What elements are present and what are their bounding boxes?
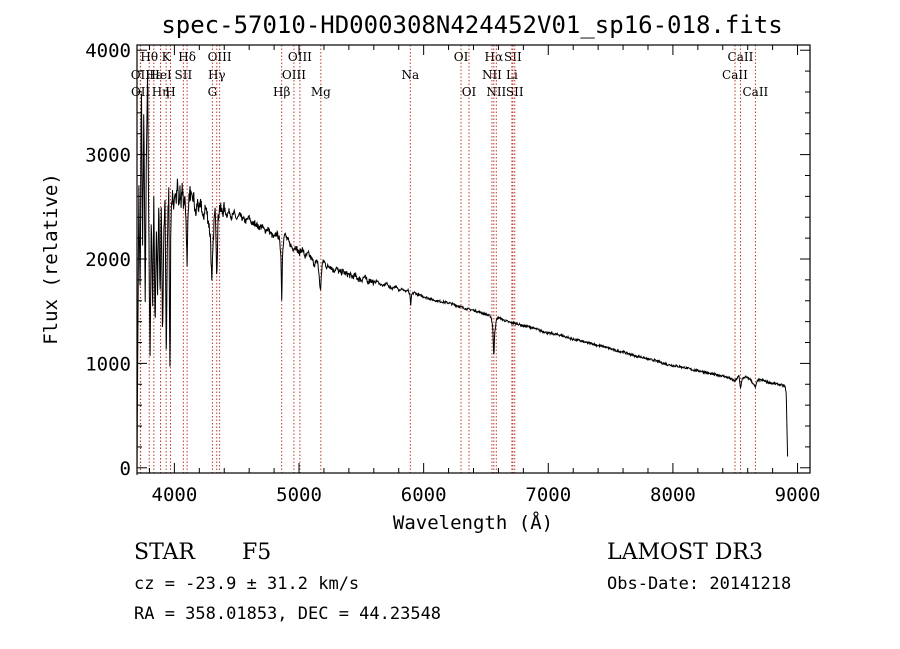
line-label-27: CaII xyxy=(722,68,748,82)
survey-name: LAMOST DR3 xyxy=(607,540,763,565)
plot-frame xyxy=(136,44,811,474)
chart-title: spec-57010-HD000308N424452V01_sp16-018.f… xyxy=(161,11,782,39)
line-label-25: SII xyxy=(506,85,524,99)
line-label-0: OII xyxy=(131,68,151,82)
coordinates: RA = 358.01853, DEC = 44.23548 xyxy=(134,604,441,624)
line-label-5: K xyxy=(162,50,172,64)
x-tick-label-9000: 9000 xyxy=(775,484,821,506)
line-label-22: NII xyxy=(486,85,506,99)
obs-date: Obs-Date: 20141218 xyxy=(607,574,791,594)
line-label-20: Hα xyxy=(485,50,504,64)
object-class: STAR xyxy=(134,540,196,565)
line-label-23: SII xyxy=(504,50,522,64)
line-label-15: OIII xyxy=(282,68,306,82)
line-label-18: OI xyxy=(454,50,469,64)
y-tick-label-2000: 2000 xyxy=(85,249,131,271)
x-tick-label-7000: 7000 xyxy=(525,484,571,506)
axis-ticks: 4000 5000 6000 7000 8000 9000 0 1000 2000 3000 400… xyxy=(85,40,820,506)
line-label-3: Hε xyxy=(145,68,162,82)
redshift-text: cz = -23.9 ± 31.2 km/s xyxy=(134,574,359,594)
x-axis-label: Wavelength (Å) xyxy=(393,511,553,534)
series-layer xyxy=(136,74,789,476)
line-label-8: SII xyxy=(175,68,193,82)
line-label-7: H xyxy=(165,85,175,99)
object-subclass: F5 xyxy=(242,540,271,565)
line-label-13: Hβ xyxy=(273,85,290,99)
x-tick-label-5000: 5000 xyxy=(276,484,322,506)
y-tick-label-4000: 4000 xyxy=(85,40,131,62)
x-tick-label-4000: 4000 xyxy=(152,484,198,506)
line-label-16: Mg xyxy=(311,85,331,99)
line-label-28: CaII xyxy=(742,85,768,99)
line-label-17: Na xyxy=(401,68,419,82)
line-label-6: HeI xyxy=(149,68,172,82)
line-label-11: Hγ xyxy=(208,68,226,82)
x-tick-label-6000: 6000 xyxy=(401,484,447,506)
line-label-26: CaII xyxy=(728,50,754,64)
x-tick-label-8000: 8000 xyxy=(650,484,696,506)
spectrum-line xyxy=(136,74,789,476)
y-tick-label-3000: 3000 xyxy=(85,145,131,167)
y-axis-label: Flux (relative) xyxy=(40,173,62,345)
y-tick-label-0: 0 xyxy=(120,458,131,480)
line-label-9: Hδ xyxy=(178,50,196,64)
line-label-21: NII xyxy=(482,68,502,82)
line-label-10: OIII xyxy=(208,50,232,64)
line-label-24: Li xyxy=(506,68,518,82)
y-tick-label-1000: 1000 xyxy=(85,353,131,375)
line-label-12: G xyxy=(208,85,218,99)
line-label-2: Hθ xyxy=(140,50,158,64)
line-label-19: OI xyxy=(462,85,477,99)
line-label-14: OIII xyxy=(288,50,312,64)
